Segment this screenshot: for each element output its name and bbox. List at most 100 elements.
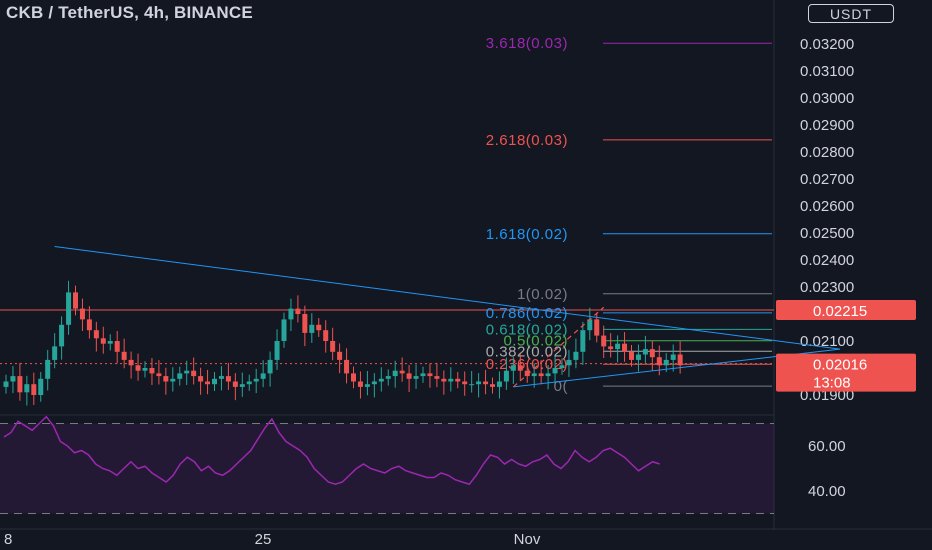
- candle-body: [281, 319, 287, 341]
- fib-level-label: 0.5(0.02): [503, 333, 568, 350]
- candle-body: [337, 351, 343, 360]
- candle-body: [309, 324, 315, 333]
- candle-body: [476, 381, 482, 385]
- candle-body: [420, 373, 426, 377]
- candle-body: [100, 338, 106, 344]
- candle-body: [323, 330, 329, 341]
- candle-body: [413, 376, 419, 379]
- candle-body: [205, 381, 211, 385]
- price-axis-tick-label: 0.02400: [800, 252, 854, 269]
- rsi-axis-tick-label: 60.00: [808, 438, 846, 455]
- fib-level-label: 1.618(0.02): [486, 226, 568, 243]
- candle-body: [316, 324, 322, 331]
- candle-body: [587, 319, 593, 331]
- candle-body: [163, 376, 169, 382]
- candle-body: [517, 365, 523, 371]
- candle-body: [344, 359, 350, 374]
- candle-body: [538, 373, 544, 377]
- time-axis-tick-label: 8: [4, 531, 12, 548]
- candle-body: [31, 384, 37, 395]
- candle-body: [559, 365, 565, 368]
- rsi-line: [3, 415, 660, 486]
- price-level-badge-value: 0.02215: [813, 303, 867, 320]
- candle-body: [663, 359, 669, 366]
- candle-body: [142, 368, 148, 371]
- candle-body: [59, 324, 65, 347]
- candle-body: [149, 368, 155, 374]
- candle-body: [66, 292, 72, 325]
- candle-body: [128, 359, 134, 366]
- candle-body: [225, 376, 231, 382]
- candle-body: [79, 308, 85, 320]
- bar-countdown: 13:08: [813, 375, 851, 392]
- price-axis-tick-label: 0.02700: [800, 171, 854, 188]
- trendline: [54, 246, 841, 350]
- price-axis-tick-label: 0.02500: [800, 225, 854, 242]
- candle-body: [545, 373, 551, 377]
- candle-body: [17, 376, 23, 393]
- candle-body: [580, 330, 586, 352]
- candle-body: [490, 384, 495, 387]
- candle-body: [274, 341, 280, 360]
- candle-body: [73, 292, 78, 309]
- candle-body: [371, 381, 377, 385]
- price-axis-tick-label: 0.03100: [800, 63, 854, 80]
- candle-body: [427, 373, 433, 377]
- candle-body: [232, 381, 238, 387]
- candle-body: [93, 330, 99, 339]
- candle-body: [38, 378, 44, 395]
- price-axis-tick-label: 0.02300: [800, 279, 854, 296]
- candle-body: [629, 351, 634, 360]
- candle-body: [10, 376, 16, 382]
- time-axis-tick-label: 25: [255, 531, 272, 548]
- candle-body: [399, 370, 405, 374]
- fib-level-label: 1(0.02): [517, 286, 568, 303]
- candle-body: [677, 354, 683, 366]
- candle-body: [594, 319, 600, 336]
- fib-leg-line: [512, 306, 605, 388]
- candle-body: [184, 370, 190, 374]
- candle-body: [302, 314, 308, 333]
- candle-body: [170, 378, 176, 382]
- price-axis-tick-label: 0.02800: [800, 144, 854, 161]
- currency-unit-button[interactable]: USDT: [808, 4, 894, 23]
- price-axis-tick-label: 0.03200: [800, 36, 854, 53]
- candle-body: [357, 381, 363, 387]
- candle-body: [351, 373, 356, 382]
- candle-body: [288, 308, 294, 320]
- candle-body: [45, 359, 51, 379]
- candle-body: [615, 343, 621, 350]
- candle-body: [635, 354, 641, 360]
- candle-body: [670, 354, 676, 360]
- candle-body: [496, 381, 502, 387]
- candle-body: [3, 381, 9, 387]
- candle-body: [406, 373, 412, 379]
- candle-body: [364, 384, 370, 387]
- candle-body: [177, 373, 183, 379]
- rsi-band-background: [0, 423, 774, 514]
- candle-body: [253, 378, 259, 382]
- fib-level-label: 0.786(0.02): [486, 305, 568, 322]
- candle-body: [503, 370, 509, 382]
- candle-body: [135, 365, 141, 371]
- fib-level-label: 0.382(0.02): [486, 343, 568, 360]
- chart-title: CKB / TetherUS, 4h, BINANCE: [6, 3, 253, 22]
- candle-body: [392, 370, 398, 377]
- price-axis-tick-label: 0.02900: [800, 117, 854, 134]
- candle-body: [86, 319, 92, 331]
- fib-level-label: 0.618(0.02): [486, 321, 568, 338]
- price-axis-tick-label: 0.02600: [800, 198, 854, 215]
- candle-body: [212, 378, 217, 385]
- last-price-badge-value: 0.02016: [813, 357, 867, 374]
- price-level-badge: [776, 299, 916, 320]
- candle-body: [441, 378, 447, 382]
- candle-body: [469, 384, 475, 386]
- candle-body: [156, 373, 162, 377]
- candle-body: [330, 341, 336, 352]
- candle-body: [114, 341, 120, 352]
- candle-body: [434, 376, 440, 379]
- fib-level-label: 3.618(0.03): [486, 35, 568, 52]
- candle-body: [524, 370, 530, 377]
- candle-body: [566, 359, 572, 366]
